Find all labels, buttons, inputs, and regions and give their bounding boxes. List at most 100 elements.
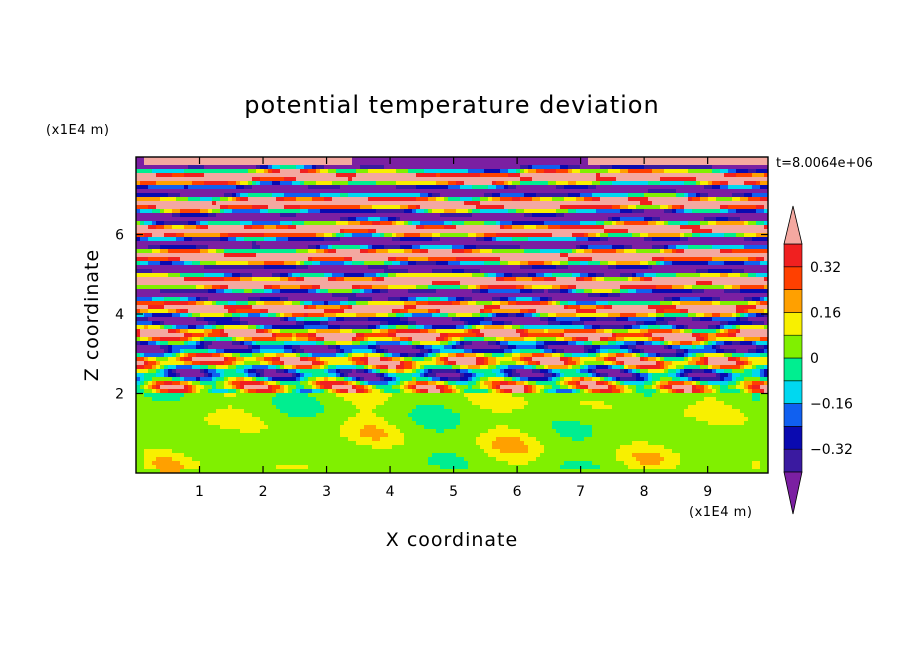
field-cell xyxy=(364,205,369,210)
field-cell xyxy=(164,225,169,230)
field-cell xyxy=(340,261,345,266)
field-cell xyxy=(328,185,333,190)
field-cell xyxy=(496,229,501,234)
field-cell xyxy=(156,185,161,190)
field-cell xyxy=(204,265,209,270)
field-cell xyxy=(236,173,241,178)
field-cell xyxy=(428,249,433,254)
field-cell xyxy=(428,273,433,278)
field-cell xyxy=(376,249,381,254)
field-cell xyxy=(384,197,389,202)
field-cell xyxy=(544,213,549,218)
field-cell xyxy=(320,265,325,270)
field-cell xyxy=(560,277,565,282)
field-cell xyxy=(252,241,257,246)
field-cell xyxy=(352,161,357,166)
field-cell xyxy=(624,217,629,222)
field-cell xyxy=(300,233,305,238)
field-cell xyxy=(432,245,437,250)
field-cell xyxy=(168,245,173,250)
field-cell xyxy=(172,205,177,210)
field-cell xyxy=(740,209,745,214)
field-cell xyxy=(280,173,285,178)
field-cell xyxy=(568,225,573,230)
field-cell xyxy=(692,213,697,218)
field-cell xyxy=(196,261,201,266)
field-cell xyxy=(712,257,717,262)
field-cell xyxy=(744,269,749,274)
field-cell xyxy=(668,181,673,186)
field-cell xyxy=(604,169,609,174)
field-cell xyxy=(564,245,569,250)
field-cell xyxy=(404,205,409,210)
field-cell xyxy=(328,265,333,270)
field-cell xyxy=(644,253,649,258)
field-cell xyxy=(396,253,401,258)
field-cell xyxy=(736,233,741,238)
field-cell xyxy=(632,249,637,254)
field-cell xyxy=(608,161,613,166)
field-cell xyxy=(276,217,281,222)
field-cell xyxy=(704,249,709,254)
field-cell xyxy=(392,253,397,258)
field-cell xyxy=(284,165,289,170)
field-cell xyxy=(684,257,689,262)
field-cell xyxy=(728,181,733,186)
field-cell xyxy=(340,193,345,198)
field-cell xyxy=(652,245,657,250)
field-cell xyxy=(296,181,301,186)
field-cell xyxy=(368,273,373,278)
field-cell xyxy=(624,189,629,194)
field-cell xyxy=(528,245,533,250)
field-cell xyxy=(360,169,365,174)
field-cell xyxy=(376,257,381,262)
field-cell xyxy=(604,193,609,198)
field-cell xyxy=(620,237,625,242)
field-cell xyxy=(352,217,357,222)
field-cell xyxy=(300,225,305,230)
field-cell xyxy=(356,177,361,182)
field-cell xyxy=(764,189,768,194)
field-cell xyxy=(336,241,341,246)
field-cell xyxy=(292,201,297,206)
field-cell xyxy=(644,181,649,186)
field-cell xyxy=(392,173,397,178)
field-cell xyxy=(136,237,141,242)
field-cell xyxy=(304,197,309,202)
field-cell xyxy=(460,157,465,162)
field-cell xyxy=(708,161,713,166)
field-cell xyxy=(700,261,705,266)
field-cell xyxy=(224,249,229,254)
field-cell xyxy=(628,169,633,174)
field-cell xyxy=(176,269,181,274)
field-cell xyxy=(552,169,557,174)
field-cell xyxy=(612,181,617,186)
field-cell xyxy=(524,197,529,202)
field-cell xyxy=(520,213,525,218)
field-cell xyxy=(564,229,569,234)
field-cell xyxy=(580,265,585,270)
field-cell xyxy=(196,265,201,270)
field-cell xyxy=(184,201,189,206)
field-cell xyxy=(604,217,609,222)
field-cell xyxy=(544,189,549,194)
field-cell xyxy=(588,213,593,218)
field-cell xyxy=(692,189,697,194)
field-cell xyxy=(584,213,589,218)
field-cell xyxy=(208,197,213,202)
field-cell xyxy=(452,269,457,274)
field-cell xyxy=(448,181,453,186)
field-cell xyxy=(528,237,533,242)
field-cell xyxy=(432,213,437,218)
field-cell xyxy=(264,277,269,282)
field-cell xyxy=(688,213,693,218)
field-cell xyxy=(396,193,401,198)
field-cell xyxy=(432,233,437,238)
field-cell xyxy=(424,249,429,254)
field-cell xyxy=(280,229,285,234)
field-cell xyxy=(520,265,525,270)
field-cell xyxy=(696,185,701,190)
field-cell xyxy=(688,209,693,214)
field-cell xyxy=(380,209,385,214)
field-cell xyxy=(720,177,725,182)
